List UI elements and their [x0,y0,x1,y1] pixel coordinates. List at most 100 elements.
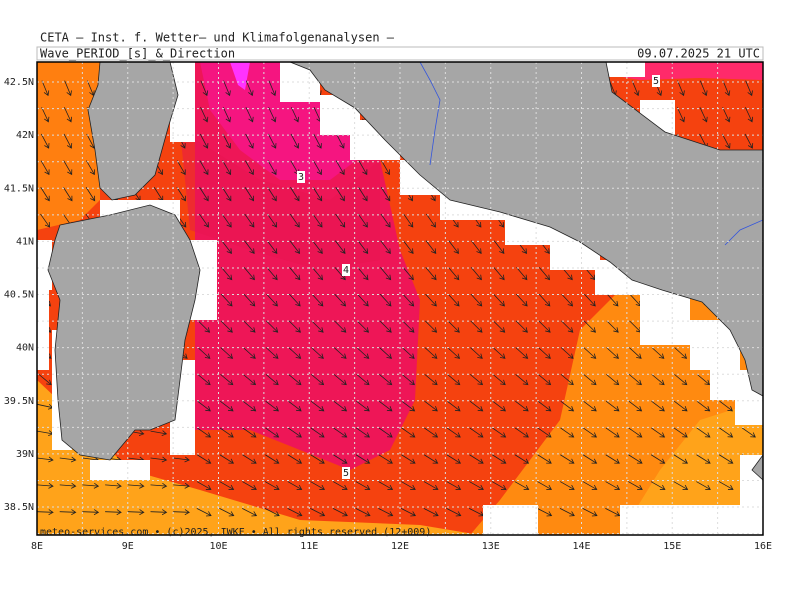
wave-arrow [198,213,209,228]
wave-arrow [221,187,232,202]
wave-arrow [699,80,708,97]
wave-arrow [559,481,575,490]
wave-arrow [127,482,145,489]
lat-label: 39.5N [4,396,34,407]
sardinia [47,204,201,461]
wave-arrow [266,240,278,254]
wave-arrow [244,187,255,202]
lat-label: 39N [16,449,34,460]
lon-label: 11E [300,541,318,552]
wave-arrow [358,187,368,202]
wave-arrow [538,293,551,307]
wave-arrow [447,293,460,307]
wave-arrow [719,454,734,464]
wave-arrow [401,400,416,412]
wave-arrow [40,213,51,228]
wave-arrow [334,320,347,333]
wave-arrow [493,293,505,307]
wave-arrow [335,187,345,202]
wave-arrow [447,374,461,386]
wave-arrow [37,482,54,489]
wave-arrow [85,187,96,202]
wave-arrow [311,293,324,307]
wave-arrow [267,160,277,176]
contour-label: 5 [343,468,349,479]
wave-arrow [650,481,666,490]
wave-arrow [425,213,436,228]
wave-arrow [334,240,346,254]
wave-arrow [40,160,50,176]
wave-arrow [401,481,416,490]
contour-label-box [342,264,350,276]
wave-arrow [515,320,528,333]
wave-arrow [105,482,122,489]
wave-arrow [515,347,529,359]
wave-arrow [424,400,438,412]
lon-label: 14E [572,541,590,552]
lon-label: 9E [122,541,134,552]
wave-arrow [243,347,256,359]
lat-label: 41N [16,236,34,247]
wave-arrow [357,267,369,281]
wave-arrow [492,454,507,464]
wave-arrow [492,400,506,412]
wave-arrow [312,240,323,254]
wave-arrow [311,320,324,333]
wave-arrow [242,507,258,517]
wave-arrow [446,427,461,438]
lat-label: 41.5N [4,183,34,194]
wave-arrow [287,481,303,490]
wave-arrow [288,320,301,333]
wave-arrow [86,160,95,176]
wave-arrow [491,481,507,490]
wave-arrow [220,293,233,307]
wave-arrow [150,509,168,516]
wave-arrow [425,267,437,281]
wave-arrow [150,482,168,489]
wave-arrow [650,454,666,464]
wave-arrow [40,187,50,202]
wave-arrow [469,454,484,464]
wave-arrow [287,507,303,517]
wave-arrow [582,454,598,464]
wave-arrow [582,427,598,438]
wave-arrow [219,427,234,438]
wave-arrow [380,187,391,202]
wave-arrow [696,427,711,438]
lon-label: 15E [663,541,681,552]
wave-arrow [289,213,300,228]
wave-arrow [493,320,506,333]
wave-arrow [333,374,347,386]
wave-arrow [220,320,233,333]
wave-arrow [584,293,596,307]
wave-arrow [267,133,277,149]
footer-credit: meteo-services.com • (c)2025, IWKF • All… [40,527,431,538]
wave-arrow [37,456,54,463]
wave-arrow [606,374,620,386]
wave-arrow [582,481,598,490]
contour-label: 3 [298,172,304,183]
wave-arrow [173,456,190,463]
wave-arrow [313,160,322,176]
wave-arrow [583,347,597,359]
wave-arrow [722,107,731,123]
wave-arrow [199,133,209,149]
lat-label: 40.5N [4,290,34,301]
wave-arrow [378,481,394,490]
wave-arrow [245,133,254,149]
wave-arrow [150,456,168,463]
wave-arrow [514,481,530,490]
wave-arrow [492,374,506,386]
wave-arrow [196,481,212,490]
wave-arrow [606,293,619,307]
wave-arrow [696,454,711,464]
wave-arrow [310,427,325,438]
wave-arrow [220,374,234,386]
wave-arrow [59,456,77,463]
wave-arrow [583,400,597,412]
wave-arrow [197,320,211,333]
wave-arrow [424,374,438,386]
contour-label: 5 [653,76,659,87]
wave-arrow [379,347,392,359]
wave-arrow [312,213,323,228]
